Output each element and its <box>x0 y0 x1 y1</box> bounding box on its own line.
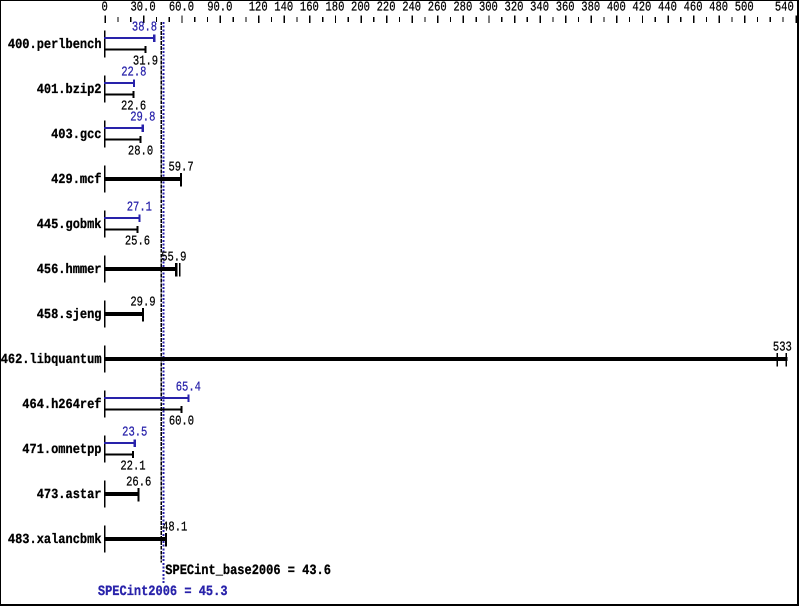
svg-text:500: 500 <box>735 0 754 15</box>
svg-text:25.6: 25.6 <box>125 234 150 249</box>
svg-text:471.omnetpp: 471.omnetpp <box>22 441 101 457</box>
svg-text:28.0: 28.0 <box>128 144 153 159</box>
svg-text:440: 440 <box>658 0 677 15</box>
svg-text:473.astar: 473.astar <box>37 486 102 502</box>
svg-text:420: 420 <box>632 0 651 15</box>
svg-text:360: 360 <box>556 0 575 15</box>
svg-text:120: 120 <box>249 0 268 15</box>
svg-text:401.bzip2: 401.bzip2 <box>37 81 102 97</box>
svg-text:0: 0 <box>102 0 108 15</box>
svg-text:55.9: 55.9 <box>161 250 186 265</box>
svg-text:483.xalancbmk: 483.xalancbmk <box>8 531 102 547</box>
svg-text:462.libquantum: 462.libquantum <box>1 351 102 367</box>
svg-text:445.gobmk: 445.gobmk <box>37 216 102 232</box>
svg-text:533: 533 <box>773 340 792 355</box>
svg-text:340: 340 <box>530 0 549 15</box>
svg-text:60.0: 60.0 <box>169 414 194 429</box>
svg-text:27.1: 27.1 <box>127 200 152 215</box>
svg-text:160: 160 <box>300 0 319 15</box>
svg-text:400: 400 <box>607 0 626 15</box>
svg-text:140: 140 <box>274 0 293 15</box>
svg-text:220: 220 <box>377 0 396 15</box>
svg-text:22.8: 22.8 <box>121 65 146 80</box>
svg-text:180: 180 <box>325 0 344 15</box>
svg-text:30.0: 30.0 <box>130 0 155 15</box>
svg-text:403.gcc: 403.gcc <box>51 126 101 142</box>
svg-text:464.h264ref: 464.h264ref <box>22 396 101 412</box>
svg-text:23.5: 23.5 <box>122 425 147 440</box>
svg-text:60.0: 60.0 <box>169 0 194 15</box>
svg-text:48.1: 48.1 <box>162 520 187 535</box>
svg-text:29.9: 29.9 <box>130 295 155 310</box>
svg-text:380: 380 <box>581 0 600 15</box>
svg-text:SPECint2006 = 45.3: SPECint2006 = 45.3 <box>98 583 228 600</box>
svg-text:480: 480 <box>709 0 728 15</box>
svg-text:460: 460 <box>684 0 703 15</box>
svg-text:90.0: 90.0 <box>207 0 232 15</box>
svg-text:320: 320 <box>505 0 524 15</box>
svg-text:200: 200 <box>351 0 370 15</box>
svg-text:29.8: 29.8 <box>130 110 155 125</box>
svg-text:429.mcf: 429.mcf <box>51 171 101 187</box>
svg-text:540: 540 <box>775 0 794 15</box>
svg-text:22.1: 22.1 <box>120 459 145 474</box>
svg-text:38.8: 38.8 <box>132 20 157 35</box>
svg-text:240: 240 <box>402 0 421 15</box>
svg-text:22.6: 22.6 <box>121 99 146 114</box>
svg-text:26.6: 26.6 <box>126 475 151 490</box>
svg-text:59.7: 59.7 <box>168 160 193 175</box>
svg-text:260: 260 <box>428 0 447 15</box>
svg-text:458.sjeng: 458.sjeng <box>37 306 102 322</box>
svg-text:SPECint_base2006 = 43.6: SPECint_base2006 = 43.6 <box>165 562 331 579</box>
svg-text:300: 300 <box>479 0 498 15</box>
svg-text:280: 280 <box>453 0 472 15</box>
svg-text:31.9: 31.9 <box>133 54 158 69</box>
svg-text:65.4: 65.4 <box>176 380 201 395</box>
svg-text:456.hmmer: 456.hmmer <box>37 261 102 277</box>
svg-text:400.perlbench: 400.perlbench <box>8 36 102 52</box>
